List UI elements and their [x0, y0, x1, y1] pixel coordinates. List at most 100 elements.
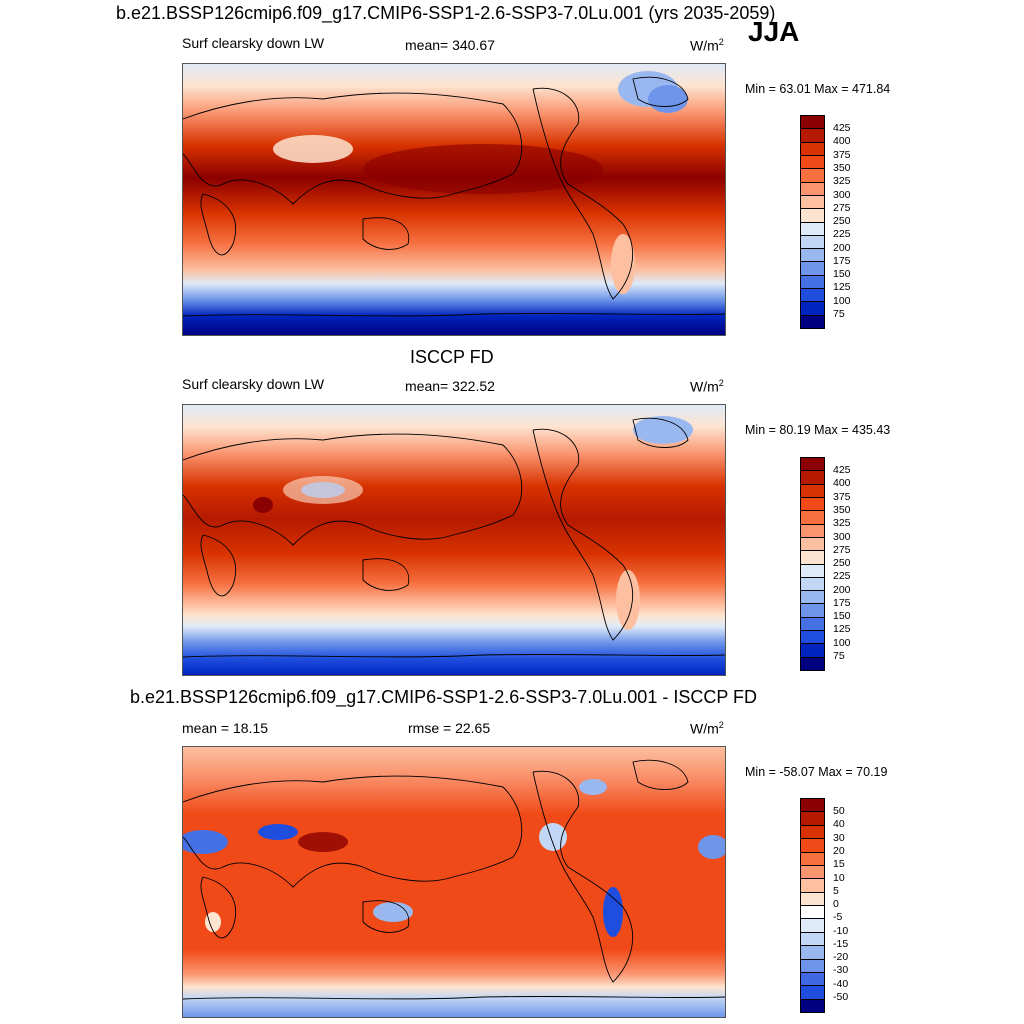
colorbar-swatch: [801, 577, 824, 592]
colorbar-swatch: [801, 142, 824, 156]
colorbar-label: 125: [833, 623, 851, 635]
colorbar-label: 125: [833, 281, 851, 293]
colorbar-label: 250: [833, 557, 851, 569]
panel2-section-title: ISCCP FD: [410, 347, 494, 367]
colorbar-label: -5: [833, 911, 843, 923]
colorbar-label: -50: [833, 991, 849, 1003]
colorbar-swatch: [801, 959, 824, 973]
panel2-variable: Surf clearsky down LW: [182, 376, 325, 392]
colorbar-swatch: [801, 195, 824, 210]
colorbar-swatch: [801, 839, 824, 853]
colorbar-label: -10: [833, 925, 849, 937]
colorbar-swatch: [801, 591, 824, 605]
colorbar-label: -15: [833, 938, 849, 950]
colorbar-swatch: [801, 906, 824, 920]
colorbar-swatch: [801, 302, 824, 316]
colorbar-swatch: [801, 799, 824, 813]
colorbar-label: 10: [833, 872, 845, 884]
colorbar-swatch: [801, 497, 824, 512]
colorbar-label: 425: [833, 464, 851, 476]
colorbar-swatch: [801, 275, 824, 290]
colorbar-label: 300: [833, 189, 851, 201]
colorbar-label: 250: [833, 215, 851, 227]
colorbar-swatch: [801, 458, 824, 472]
colorbar-label: 425: [833, 122, 851, 134]
colorbar-swatch: [801, 537, 824, 552]
colorbar-swatch: [801, 986, 824, 1000]
colorbar-swatch: [801, 551, 824, 565]
colorbar-label: 350: [833, 504, 851, 516]
colorbar-swatch: [801, 315, 824, 328]
colorbar-label: 40: [833, 818, 845, 830]
colorbar-label: 15: [833, 858, 845, 870]
colorbar-label: 325: [833, 175, 851, 187]
colorbar-swatch: [801, 852, 824, 866]
colorbar-swatch: [801, 249, 824, 263]
colorbar-swatch: [801, 892, 824, 906]
colorbar-label: 100: [833, 637, 851, 649]
colorbar-label: 275: [833, 202, 851, 214]
colorbar-label: 30: [833, 832, 845, 844]
colorbar-label: 5: [833, 885, 839, 897]
panel3-rmse: rmse = 22.65: [408, 720, 491, 736]
colorbar-label: 200: [833, 242, 851, 254]
colorbar-swatch: [801, 865, 824, 880]
colorbar-label: 150: [833, 268, 851, 280]
panel1-minmax: Min = 63.01 Max = 471.84: [745, 82, 891, 96]
panel1-units: W/m2: [690, 37, 724, 54]
panel2-mean: mean= 322.52: [405, 378, 495, 394]
colorbar-label: 275: [833, 544, 851, 556]
colorbar-label: -40: [833, 978, 849, 990]
colorbar-label: 20: [833, 845, 845, 857]
colorbar-label: 400: [833, 135, 851, 147]
colorbar-swatch: [801, 209, 824, 223]
colorbar-swatch: [801, 116, 824, 130]
colorbar-swatch: [801, 262, 824, 276]
colorbar-label: -30: [833, 964, 849, 976]
colorbar-label: 400: [833, 477, 851, 489]
panel1-mean: mean= 340.67: [405, 37, 495, 53]
colorbar-swatch: [801, 484, 824, 498]
colorbar-swatch: [801, 289, 824, 303]
colorbar-swatch: [801, 812, 824, 826]
colorbar-label: 175: [833, 597, 851, 609]
colorbar-label: 75: [833, 308, 845, 320]
panel3-map: [182, 746, 726, 1018]
colorbar-swatch: [801, 617, 824, 632]
colorbar-label: 75: [833, 650, 845, 662]
colorbar-swatch: [801, 999, 824, 1012]
colorbar-label: 0: [833, 898, 839, 910]
colorbar-swatch: [801, 972, 824, 987]
figure-title: b.e21.BSSP126cmip6.f09_g17.CMIP6-SSP1-2.…: [116, 3, 776, 23]
panel1-map: [182, 63, 726, 336]
colorbar-swatch: [801, 564, 824, 578]
panel2-minmax: Min = 80.19 Max = 435.43: [745, 423, 891, 437]
panel1-variable: Surf clearsky down LW: [182, 35, 325, 51]
colorbar-swatch: [801, 155, 824, 170]
colorbar-label: 150: [833, 610, 851, 622]
colorbar-label: 100: [833, 295, 851, 307]
colorbar-swatch: [801, 631, 824, 645]
season-label: JJA: [748, 16, 800, 47]
colorbar-swatch: [801, 919, 824, 933]
panel1-colorbar: [800, 115, 825, 329]
colorbar-swatch: [801, 169, 824, 183]
colorbar-label: 350: [833, 162, 851, 174]
colorbar-swatch: [801, 129, 824, 143]
colorbar-label: 375: [833, 149, 851, 161]
colorbar-swatch: [801, 879, 824, 893]
colorbar-swatch: [801, 657, 824, 670]
panel2-map: [182, 404, 726, 676]
colorbar-label: 225: [833, 570, 851, 582]
panel3-colorbar: [800, 798, 825, 1013]
colorbar-swatch: [801, 235, 824, 250]
panel2-units: W/m2: [690, 378, 724, 395]
colorbar-label: 225: [833, 228, 851, 240]
colorbar-swatch: [801, 524, 824, 538]
colorbar-swatch: [801, 644, 824, 658]
colorbar-swatch: [801, 222, 824, 236]
colorbar-label: -20: [833, 951, 849, 963]
panel2-colorbar: [800, 457, 825, 671]
colorbar-swatch: [801, 511, 824, 525]
colorbar-label: 375: [833, 491, 851, 503]
